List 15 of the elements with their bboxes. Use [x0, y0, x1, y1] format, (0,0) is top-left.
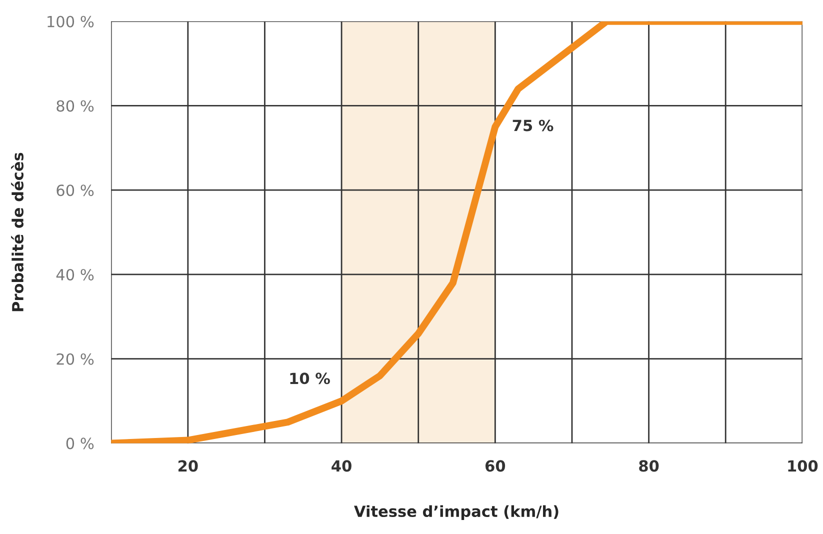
y-tick-label: 20 %: [56, 353, 94, 365]
y-axis-title: Probalité de décès: [11, 152, 24, 312]
x-tick-label: 100: [788, 460, 818, 472]
x-tick-label: 20: [178, 460, 198, 472]
y-tick-label: 0 %: [66, 438, 94, 450]
x-tick-label: 40: [332, 460, 352, 472]
y-tick-label: 40 %: [56, 268, 94, 280]
annotation: 10 %: [290, 372, 330, 384]
y-tick-label: 60 %: [56, 184, 94, 196]
x-axis-title: Vitesse d’impact (km/h): [354, 505, 558, 520]
x-tick-label: 80: [639, 460, 659, 472]
y-tick-label: 80 %: [56, 100, 94, 112]
y-tick-label: 100 %: [48, 16, 94, 28]
annotation: 75 %: [512, 120, 554, 132]
x-tick-label: 60: [485, 460, 506, 472]
